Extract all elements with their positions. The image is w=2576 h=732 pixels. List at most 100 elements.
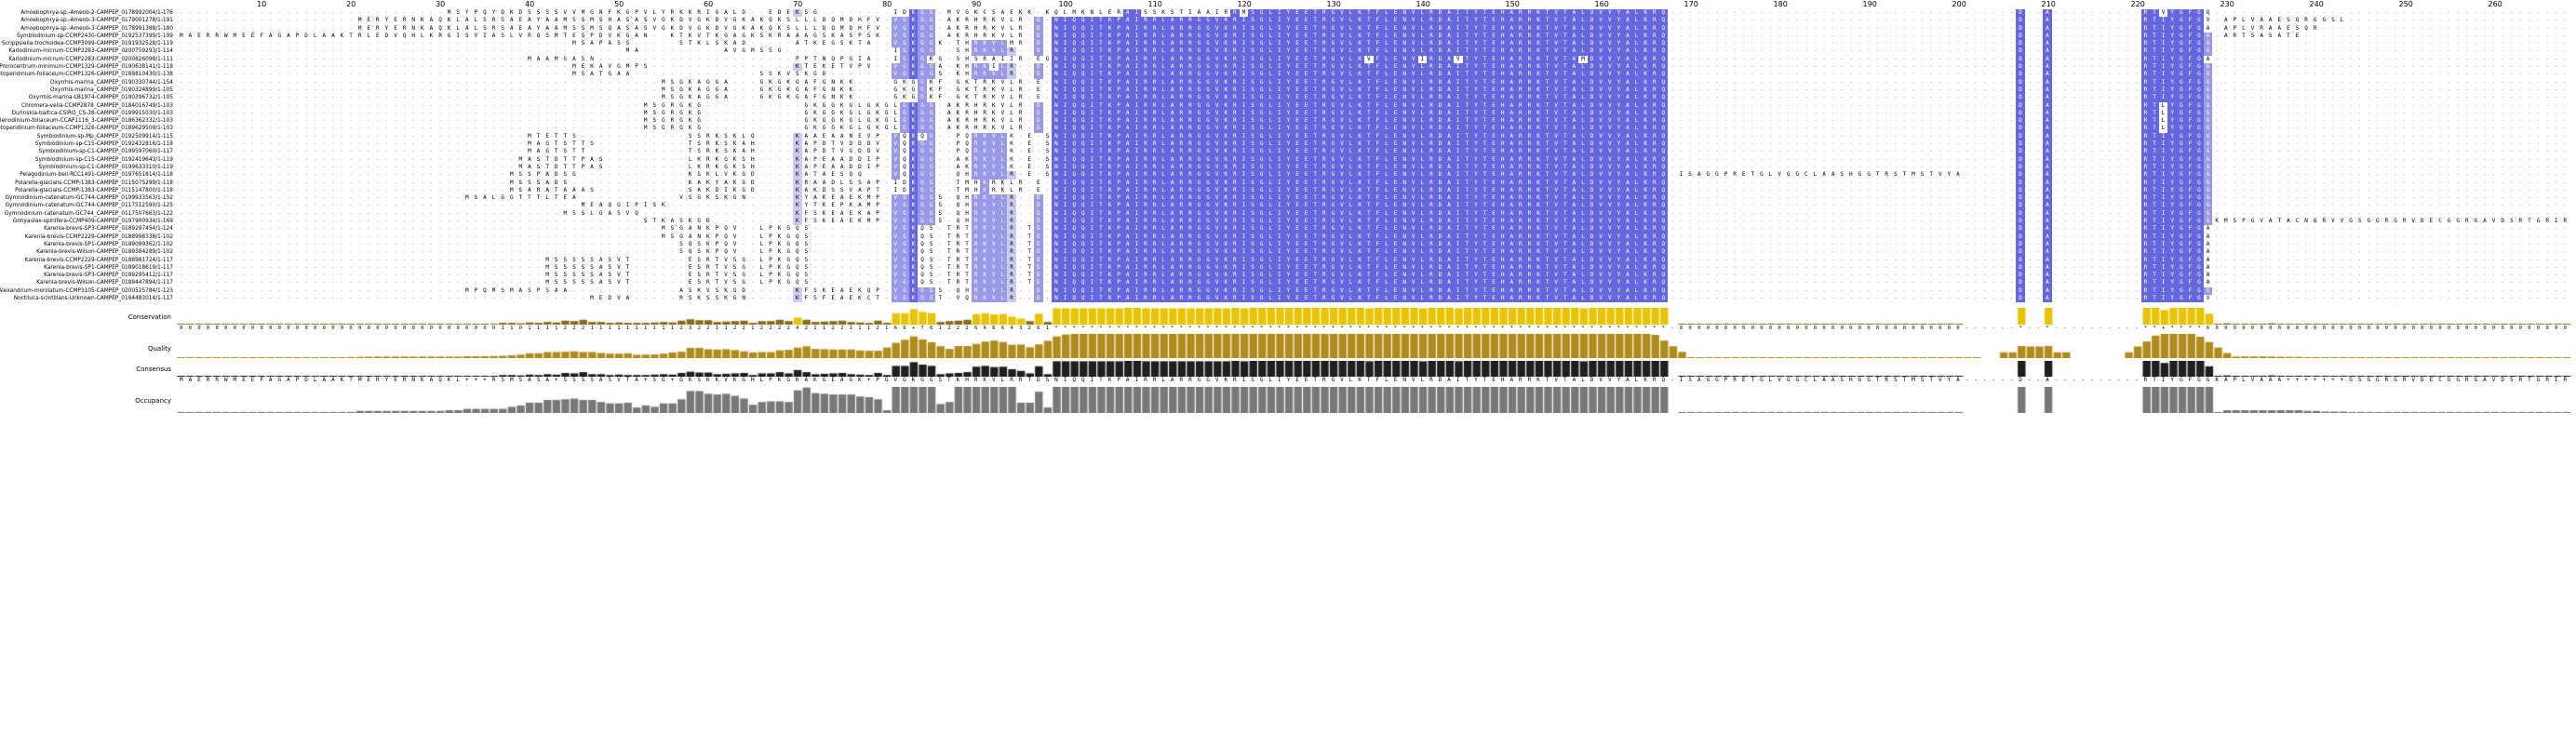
residue-cell[interactable]: Y	[1614, 94, 1624, 102]
residue-cell[interactable]: K	[1105, 24, 1115, 33]
residue-cell[interactable]: A	[322, 32, 327, 39]
residue-cell[interactable]: K	[1221, 94, 1231, 102]
gap-cell[interactable]: -	[2545, 133, 2549, 140]
gap-cell[interactable]: -	[2277, 64, 2281, 71]
gap-cell[interactable]: -	[2563, 95, 2567, 101]
gap-cell[interactable]: -	[2492, 79, 2496, 86]
gap-cell[interactable]: -	[635, 110, 638, 116]
gap-cell[interactable]: -	[2465, 41, 2469, 47]
residue-cell[interactable]: I	[2158, 17, 2168, 25]
residue-cell[interactable]: R	[965, 109, 969, 116]
gap-cell[interactable]: -	[322, 18, 326, 24]
gap-cell[interactable]: -	[1795, 33, 1799, 39]
residue-cell[interactable]: T	[554, 132, 558, 140]
gap-cell[interactable]: -	[1813, 41, 1817, 47]
residue-cell[interactable]: L	[795, 17, 799, 24]
residue-cell[interactable]: L	[1382, 63, 1391, 72]
residue-cell[interactable]: I	[1453, 140, 1463, 149]
gap-cell[interactable]: -	[1867, 64, 1871, 71]
residue-cell[interactable]: E	[1489, 78, 1498, 87]
residue-cell[interactable]: H	[973, 109, 978, 116]
gap-cell[interactable]: -	[207, 56, 210, 62]
residue-cell[interactable]: M	[528, 132, 531, 140]
gap-cell[interactable]: -	[2465, 126, 2469, 132]
gap-cell[interactable]: -	[2403, 87, 2407, 93]
gap-cell[interactable]: -	[590, 149, 594, 155]
gap-cell[interactable]: -	[2215, 133, 2219, 140]
gap-cell[interactable]: -	[296, 72, 300, 78]
gap-cell[interactable]: -	[2537, 33, 2541, 39]
gap-cell[interactable]: -	[2269, 102, 2273, 109]
gap-cell[interactable]: -	[1929, 87, 1933, 93]
gap-cell[interactable]: -	[1885, 79, 1888, 86]
gap-cell[interactable]: -	[2429, 72, 2433, 78]
residue-cell[interactable]: V	[1551, 117, 1562, 126]
gap-cell[interactable]: -	[662, 48, 665, 55]
residue-cell[interactable]: H	[1497, 40, 1508, 48]
gap-cell[interactable]: -	[501, 79, 504, 86]
residue-cell[interactable]: R	[1320, 40, 1329, 48]
residue-cell[interactable]: A	[536, 148, 541, 155]
residue-cell[interactable]: A	[1569, 125, 1579, 133]
gap-cell[interactable]: -	[2411, 56, 2415, 62]
residue-cell[interactable]: E	[376, 32, 380, 39]
residue-cell[interactable]: S	[956, 55, 960, 62]
residue-cell[interactable]: T	[2150, 86, 2159, 95]
gap-cell[interactable]: -	[2518, 72, 2522, 78]
gap-cell[interactable]: -	[287, 10, 290, 16]
gap-cell[interactable]: -	[233, 41, 236, 47]
residue-cell[interactable]: G	[2203, 47, 2213, 56]
residue-cell[interactable]: R	[402, 17, 407, 24]
gap-cell[interactable]: -	[1939, 95, 1942, 101]
gap-cell[interactable]: -	[2108, 133, 2112, 140]
residue-cell[interactable]: L	[1159, 109, 1168, 118]
residue-cell[interactable]: R	[1186, 47, 1195, 56]
gap-cell[interactable]: -	[644, 141, 648, 148]
residue-cell[interactable]: L	[1266, 71, 1276, 79]
gap-cell[interactable]: -	[233, 87, 236, 93]
gap-cell[interactable]: -	[1027, 95, 1031, 101]
residue-cell[interactable]: T	[536, 132, 541, 140]
gap-cell[interactable]: -	[2474, 133, 2477, 140]
gap-cell[interactable]: -	[207, 25, 210, 32]
residue-cell[interactable]: A	[1167, 125, 1177, 133]
residue-cell[interactable]: I	[1239, 55, 1249, 64]
residue-cell[interactable]: K	[813, 101, 817, 109]
residue-cell[interactable]: V	[1337, 55, 1347, 64]
residue-cell[interactable]: S	[501, 32, 504, 39]
residue-cell[interactable]: R	[2140, 132, 2151, 141]
residue-cell[interactable]: L	[1010, 125, 1013, 132]
gap-cell[interactable]: -	[2108, 102, 2112, 109]
residue-cell[interactable]: R	[971, 47, 981, 56]
residue-cell[interactable]: F	[2185, 86, 2195, 95]
gap-cell[interactable]: -	[411, 72, 415, 78]
gap-cell[interactable]: -	[2296, 102, 2300, 109]
residue-cell[interactable]: V	[732, 47, 737, 55]
residue-cell[interactable]: F	[2185, 117, 2195, 126]
gap-cell[interactable]: -	[1027, 56, 1031, 62]
sequence-row[interactable]: ----------------------------------------…	[177, 63, 2569, 72]
gap-cell[interactable]: -	[1670, 102, 1674, 109]
residue-cell[interactable]: V	[891, 71, 901, 79]
gap-cell[interactable]: -	[759, 126, 763, 132]
gap-cell[interactable]: -	[349, 72, 353, 78]
sequence-row[interactable]: ---------------------------------------M…	[177, 148, 2569, 156]
residue-cell[interactable]: R	[1018, 86, 1023, 93]
residue-cell[interactable]: R	[965, 17, 969, 24]
residue-cell[interactable]: L	[1631, 24, 1642, 33]
residue-cell[interactable]: Q	[402, 32, 407, 39]
residue-cell[interactable]: L	[1266, 47, 1276, 56]
residue-cell[interactable]: P	[1114, 101, 1123, 110]
gap-cell[interactable]: -	[608, 141, 611, 148]
gap-cell[interactable]: -	[1680, 56, 1684, 62]
gap-cell[interactable]: -	[296, 41, 300, 47]
gap-cell[interactable]: -	[215, 64, 219, 71]
residue-cell[interactable]: V	[1000, 86, 1005, 93]
residue-cell[interactable]: L	[1578, 40, 1588, 48]
residue-cell[interactable]: S	[483, 24, 487, 32]
gap-cell[interactable]: -	[277, 72, 281, 78]
gap-cell[interactable]: -	[2126, 102, 2129, 109]
gap-cell[interactable]: -	[2073, 56, 2076, 62]
residue-cell[interactable]: E	[822, 132, 826, 140]
gap-cell[interactable]: -	[260, 56, 263, 62]
